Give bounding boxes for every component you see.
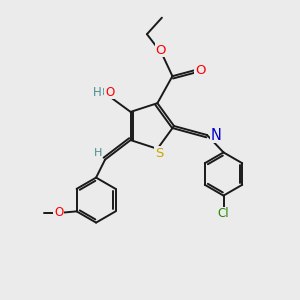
Text: Cl: Cl <box>218 207 229 220</box>
Text: S: S <box>155 147 163 160</box>
Text: O: O <box>195 64 206 77</box>
Text: O: O <box>105 86 114 99</box>
Text: O: O <box>54 206 63 219</box>
Text: O: O <box>155 44 166 57</box>
Text: N: N <box>211 128 221 142</box>
Text: HO: HO <box>94 86 112 99</box>
Text: H: H <box>93 148 102 158</box>
Text: H: H <box>93 86 102 99</box>
